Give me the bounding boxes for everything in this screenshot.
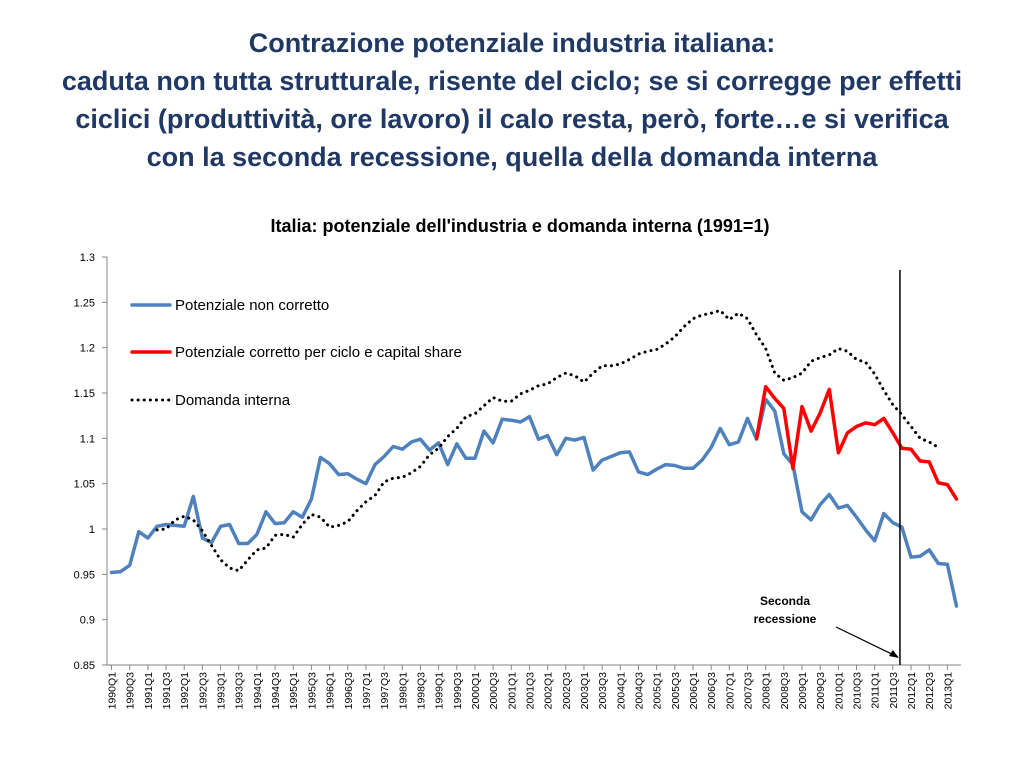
x-tick-label: 2000Q1 (470, 672, 482, 710)
annotation-arrow (835, 626, 899, 658)
x-tick-label: 1992Q1 (179, 672, 191, 710)
x-tick-label: 2003Q3 (597, 672, 609, 710)
x-tick-label: 1999Q3 (452, 672, 464, 710)
slide-title-line-1: Contrazione potenziale industria italian… (248, 28, 776, 58)
slide-title-line-2: caduta non tutta strutturale, risente de… (61, 66, 963, 96)
x-tick-label: 2004Q1 (615, 672, 627, 710)
x-tick-label: 2013Q1 (942, 672, 954, 710)
x-tick-label: 2010Q3 (852, 672, 864, 710)
y-tick-label: 1 (89, 524, 95, 536)
x-tick-label: 2002Q1 (543, 672, 555, 710)
x-tick-label: 1995Q1 (288, 672, 300, 710)
x-tick-label: 1990Q3 (125, 672, 137, 710)
x-tick-label: 2005Q3 (670, 672, 682, 710)
series-line (155, 309, 940, 573)
x-tick-label: 2007Q3 (743, 672, 755, 710)
slide-title-line-4: con la seconda recessione, quella della … (146, 142, 878, 172)
x-tick-label: 2004Q3 (633, 672, 645, 710)
x-tick-label: 1992Q3 (197, 672, 209, 710)
x-tick-label: 1995Q3 (306, 672, 318, 710)
series-line (109, 397, 959, 608)
x-tick-label: 1994Q1 (252, 672, 264, 710)
chart-series (109, 309, 959, 608)
y-tick-label: 0.95 (74, 569, 95, 581)
y-tick-label: 0.85 (74, 660, 95, 672)
annotation-text: recessione (754, 612, 817, 626)
x-tick-label: 1993Q3 (234, 672, 246, 710)
x-tick-label: 2012Q3 (924, 672, 936, 710)
x-tick-label: 1998Q3 (415, 672, 427, 710)
x-tick-label: 1991Q3 (161, 672, 173, 710)
legend-label: Potenziale non corretto (175, 297, 329, 314)
y-tick-label: 1.25 (74, 297, 95, 309)
chart-legend: Potenziale non corretto Potenziale corret… (130, 297, 462, 409)
x-tick-label: 1993Q1 (216, 672, 228, 710)
legend-label: Domanda interna (175, 392, 291, 409)
x-tick-label: 2008Q3 (779, 672, 791, 710)
chart-annotation: Seconda recessione (754, 270, 901, 665)
x-tick-label: 1997Q1 (361, 672, 373, 710)
x-tick-label: 2006Q1 (688, 672, 700, 710)
annotation-text: Seconda (760, 594, 810, 608)
x-tick-label: 2007Q1 (724, 672, 736, 710)
series-line (754, 384, 959, 501)
legend-label: Potenziale corretto per ciclo e capital … (175, 344, 462, 361)
annotation-arrowhead (888, 650, 899, 658)
x-tick-label: 2011Q3 (888, 672, 900, 709)
x-tick-label: 1998Q1 (397, 672, 409, 710)
x-tick-label: 2012Q1 (906, 672, 918, 710)
slide-title-line-3: ciclici (produttività, ore lavoro) il ca… (75, 104, 949, 134)
slide-title: Contrazione potenziale industria italian… (0, 24, 1024, 176)
x-tick-label: 2009Q1 (797, 672, 809, 710)
x-tick-label: 2008Q1 (761, 672, 773, 710)
x-tick-label: 2001Q1 (506, 672, 518, 710)
y-tick-label: 1.05 (74, 479, 95, 491)
x-tick-label: 2003Q1 (579, 672, 591, 710)
x-tick-label: 2002Q3 (561, 672, 573, 710)
x-tick-label: 1996Q1 (325, 672, 337, 710)
chart-title: Italia: potenziale dell'industria e doma… (271, 216, 770, 236)
x-tick-label: 1997Q3 (379, 672, 391, 710)
x-tick-label: 1990Q1 (107, 672, 119, 710)
x-tick-label: 2010Q1 (833, 672, 845, 710)
x-tick-label: 1999Q1 (434, 672, 446, 710)
y-tick-label: 0.9 (80, 615, 95, 627)
x-tick-label: 2001Q3 (524, 672, 536, 710)
x-tick-label: 1994Q3 (270, 672, 282, 710)
y-tick-label: 1.1 (80, 433, 95, 445)
x-tick-label: 2011Q1 (870, 672, 882, 709)
x-tick-label: 1991Q1 (143, 672, 155, 710)
y-tick-label: 1.15 (74, 388, 95, 400)
x-tick-label: 2000Q3 (488, 672, 500, 710)
x-tick-label: 2005Q1 (652, 672, 664, 710)
x-tick-label: 2006Q3 (706, 672, 718, 710)
y-tick-label: 1.2 (80, 343, 95, 355)
chart-axes: 1.3 1.25 1.2 1.15 1.1 1.05 1 0.95 0.9 0.85 1990Q1 1… (74, 252, 961, 709)
x-tick-label: 1996Q3 (343, 672, 355, 710)
y-tick-label: 1.3 (80, 252, 95, 264)
x-tick-label: 2009Q3 (815, 672, 827, 710)
